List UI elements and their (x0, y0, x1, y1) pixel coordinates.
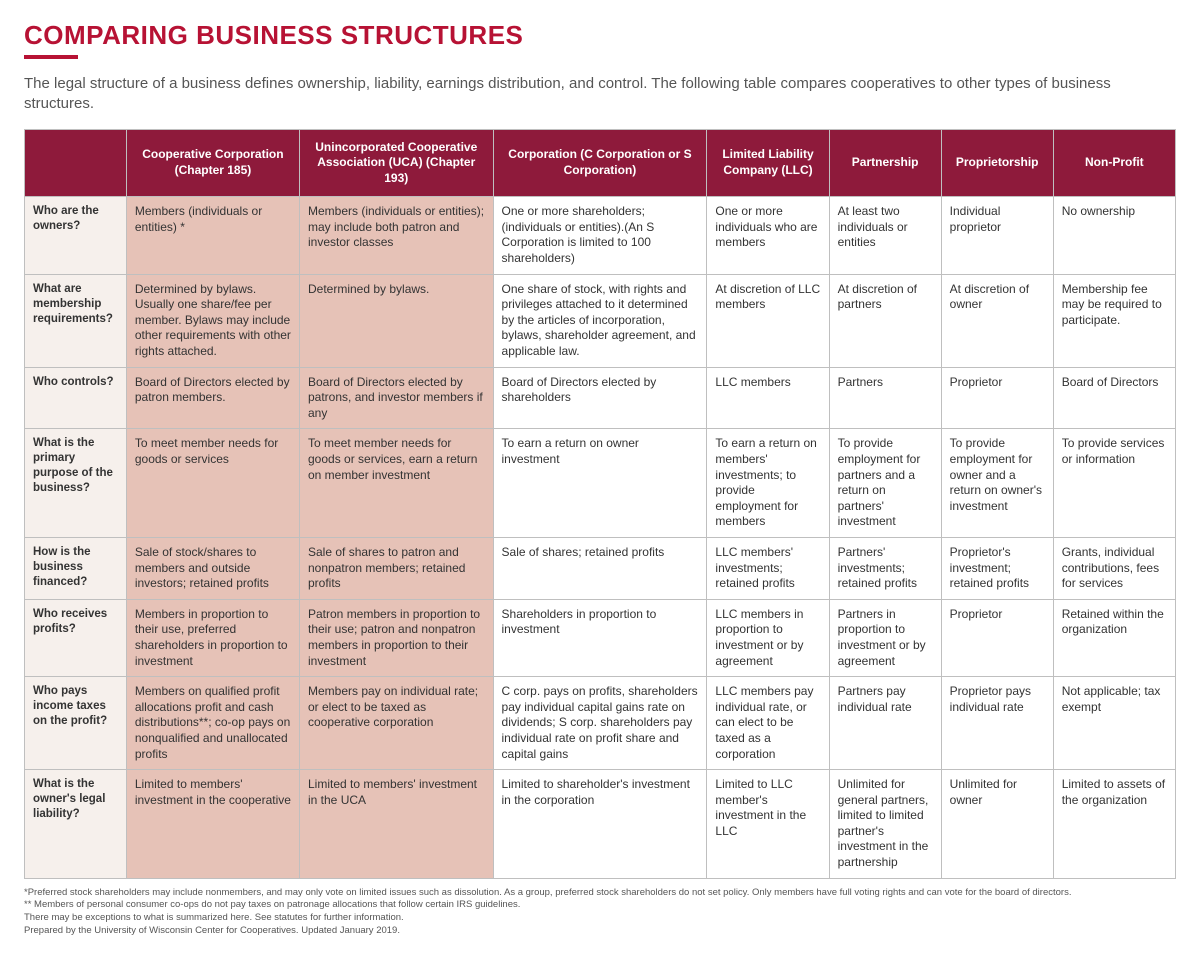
table-cell: Limited to members' investment in the co… (126, 770, 299, 879)
table-body: Who are the owners?Members (individuals … (25, 197, 1176, 878)
table-cell: Unlimited for owner (941, 770, 1053, 879)
table-cell: To provide employment for owner and a re… (941, 429, 1053, 538)
table-row: How is the business financed?Sale of sto… (25, 537, 1176, 599)
table-row: What are membership requirements?Determi… (25, 274, 1176, 367)
header-corner (25, 129, 127, 197)
table-cell: Shareholders in proportion to investment (493, 599, 707, 676)
col-header: Unincorporated Cooperative Association (… (300, 129, 494, 197)
table-cell: Retained within the organization (1053, 599, 1175, 676)
table-cell: One share of stock, with rights and priv… (493, 274, 707, 367)
table-cell: Board of Directors elected by shareholde… (493, 367, 707, 429)
table-cell: Limited to LLC member's investment in th… (707, 770, 829, 879)
table-cell: To provide services or information (1053, 429, 1175, 538)
col-header: Cooperative Corporation (Chapter 185) (126, 129, 299, 197)
table-cell: No ownership (1053, 197, 1175, 274)
table-cell: Not applicable; tax exempt (1053, 677, 1175, 770)
footnotes: *Preferred stock shareholders may includ… (24, 887, 1176, 938)
table-cell: One or more individuals who are members (707, 197, 829, 274)
table-cell: C corp. pays on profits, shareholders pa… (493, 677, 707, 770)
row-label: Who are the owners? (25, 197, 127, 274)
table-cell: Patron members in proportion to their us… (300, 599, 494, 676)
table-cell: Individual proprietor (941, 197, 1053, 274)
table-cell: Partners (829, 367, 941, 429)
title-underline (24, 55, 78, 59)
table-cell: At least two individuals or entities (829, 197, 941, 274)
table-cell: Board of Directors (1053, 367, 1175, 429)
row-label: What is the owner's legal liability? (25, 770, 127, 879)
table-cell: Determined by bylaws. Usually one share/… (126, 274, 299, 367)
col-header: Non-Profit (1053, 129, 1175, 197)
table-row: Who controls?Board of Directors elected … (25, 367, 1176, 429)
table-cell: LLC members' investments; retained profi… (707, 537, 829, 599)
table-cell: Partners' investments; retained profits (829, 537, 941, 599)
table-cell: Members (individuals or entities) * (126, 197, 299, 274)
table-cell: To earn a return on owner investment (493, 429, 707, 538)
table-cell: Membership fee may be required to partic… (1053, 274, 1175, 367)
table-cell: Sale of shares; retained profits (493, 537, 707, 599)
table-cell: At discretion of owner (941, 274, 1053, 367)
table-cell: Partners pay individual rate (829, 677, 941, 770)
table-cell: To provide employment for partners and a… (829, 429, 941, 538)
table-cell: At discretion of partners (829, 274, 941, 367)
table-header-row: Cooperative Corporation (Chapter 185) Un… (25, 129, 1176, 197)
table-row: Who receives profits?Members in proporti… (25, 599, 1176, 676)
table-row: Who are the owners?Members (individuals … (25, 197, 1176, 274)
table-cell: Proprietor's investment; retained profit… (941, 537, 1053, 599)
table-cell: Proprietor pays individual rate (941, 677, 1053, 770)
footnote-line: ** Members of personal consumer co-ops d… (24, 899, 1176, 912)
table-cell: Partners in proportion to investment or … (829, 599, 941, 676)
table-cell: Proprietor (941, 599, 1053, 676)
table-cell: LLC members (707, 367, 829, 429)
table-cell: Determined by bylaws. (300, 274, 494, 367)
table-cell: LLC members in proportion to investment … (707, 599, 829, 676)
col-header: Corporation (C Corporation or S Corporat… (493, 129, 707, 197)
footnote-line: There may be exceptions to what is summa… (24, 912, 1176, 925)
intro-text: The legal structure of a business define… (24, 74, 1176, 115)
row-label: What is the primary purpose of the busin… (25, 429, 127, 538)
row-label: What are membership requirements? (25, 274, 127, 367)
table-row: Who pays income taxes on the profit?Memb… (25, 677, 1176, 770)
table-cell: To earn a return on members' investments… (707, 429, 829, 538)
table-row: What is the primary purpose of the busin… (25, 429, 1176, 538)
table-cell: Members in proportion to their use, pref… (126, 599, 299, 676)
table-cell: Board of Directors elected by patrons, a… (300, 367, 494, 429)
table-cell: Sale of stock/shares to members and outs… (126, 537, 299, 599)
comparison-table: Cooperative Corporation (Chapter 185) Un… (24, 129, 1176, 879)
table-cell: Board of Directors elected by patron mem… (126, 367, 299, 429)
table-cell: Members (individuals or entities); may i… (300, 197, 494, 274)
col-header: Limited Liability Company (LLC) (707, 129, 829, 197)
table-cell: One or more shareholders; (individuals o… (493, 197, 707, 274)
table-cell: To meet member needs for goods or servic… (126, 429, 299, 538)
table-cell: Sale of shares to patron and nonpatron m… (300, 537, 494, 599)
col-header: Proprietorship (941, 129, 1053, 197)
table-cell: Limited to members' investment in the UC… (300, 770, 494, 879)
table-cell: To meet member needs for goods or servic… (300, 429, 494, 538)
row-label: How is the business financed? (25, 537, 127, 599)
table-cell: Grants, individual contributions, fees f… (1053, 537, 1175, 599)
footnote-line: *Preferred stock shareholders may includ… (24, 887, 1176, 900)
table-cell: Unlimited for general partners, limited … (829, 770, 941, 879)
row-label: Who receives profits? (25, 599, 127, 676)
table-cell: Members pay on individual rate; or elect… (300, 677, 494, 770)
table-cell: Limited to assets of the organization (1053, 770, 1175, 879)
table-cell: Limited to shareholder's investment in t… (493, 770, 707, 879)
table-row: What is the owner's legal liability?Limi… (25, 770, 1176, 879)
page-title: COMPARING BUSINESS STRUCTURES (24, 20, 1176, 51)
col-header: Partnership (829, 129, 941, 197)
table-cell: LLC members pay individual rate, or can … (707, 677, 829, 770)
table-cell: Members on qualified profit allocations … (126, 677, 299, 770)
footnote-line: Prepared by the University of Wisconsin … (24, 925, 1176, 938)
table-cell: At discretion of LLC members (707, 274, 829, 367)
row-label: Who pays income taxes on the profit? (25, 677, 127, 770)
table-cell: Proprietor (941, 367, 1053, 429)
row-label: Who controls? (25, 367, 127, 429)
